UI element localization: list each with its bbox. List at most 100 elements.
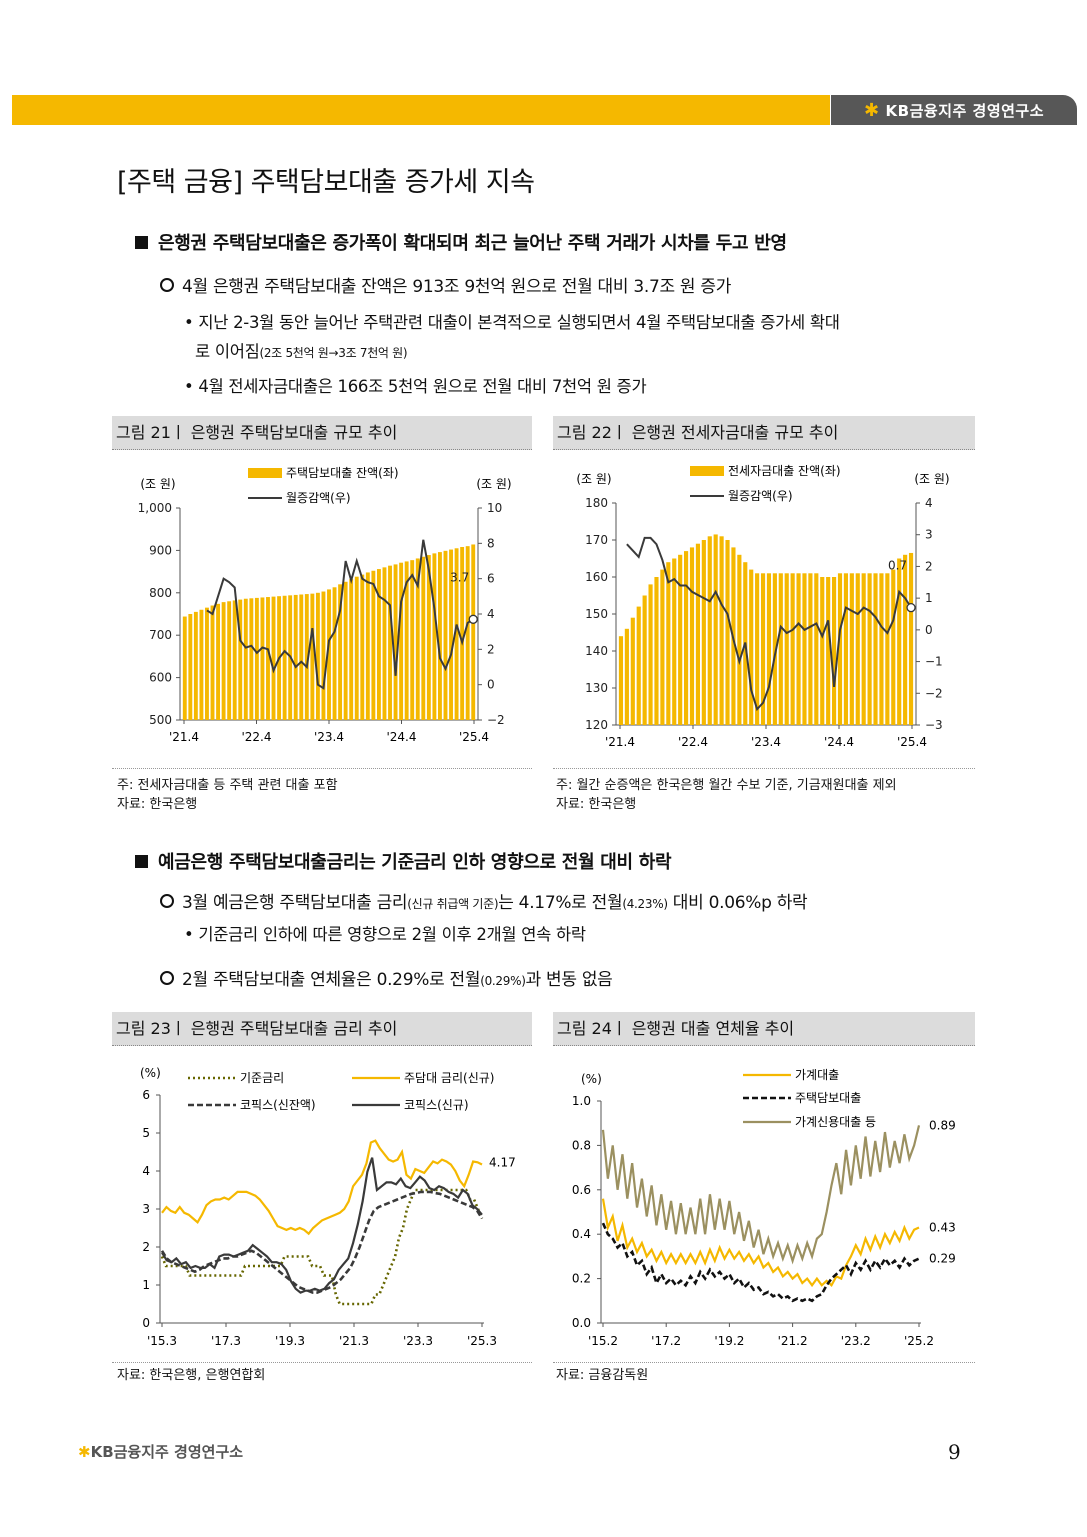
- left-tick-label: 600: [149, 671, 172, 685]
- fig21-source: 자료: 한국은행: [117, 797, 198, 812]
- bar: [660, 569, 665, 725]
- bar: [321, 591, 326, 720]
- section2-heading: 예금은행 주택담보대출금리는 기준금리 인하 영향으로 전월 대비 하락: [135, 848, 672, 874]
- legend-label: 주택담보대출: [795, 1091, 861, 1105]
- section1-sub1: 4월 은행권 주택담보대출 잔액은 913조 9천억 원으로 전월 대비 3.7…: [160, 272, 731, 297]
- bar: [404, 561, 409, 720]
- fig24-title: 그림 24ㅣ 은행권 대출 연체율 추이: [553, 1012, 975, 1046]
- bar: [867, 573, 872, 725]
- legend-label: 전세자금대출 잔액(좌): [728, 464, 841, 478]
- bar: [837, 573, 843, 725]
- bar: [642, 595, 647, 725]
- bar: [266, 597, 270, 720]
- legend-swatch-bar: [690, 466, 724, 476]
- annotation-label: 0.7: [888, 559, 907, 573]
- bar: [338, 584, 343, 720]
- fig21-divider: [112, 768, 532, 769]
- annotation-label: 3.7: [450, 570, 469, 584]
- right-tick-label: −1: [925, 655, 943, 669]
- fig23-divider: [112, 1362, 532, 1363]
- bar: [636, 606, 641, 725]
- y-tick-label: 5: [142, 1126, 150, 1140]
- right-tick-label: 6: [487, 572, 495, 586]
- x-tick-label: '25.4: [897, 735, 927, 749]
- line-series: [626, 536, 912, 712]
- line-series: [601, 1222, 920, 1303]
- x-tick-label: '17.3: [211, 1334, 241, 1348]
- bar: [796, 573, 801, 725]
- square-bullet-icon: [135, 236, 148, 249]
- left-tick-label: 800: [149, 586, 172, 600]
- left-tick-label: 130: [585, 681, 608, 695]
- bar: [315, 592, 320, 720]
- bar: [861, 573, 866, 725]
- bar: [873, 573, 878, 725]
- bar: [327, 589, 331, 720]
- bar: [879, 573, 884, 725]
- y-tick-label: 0.0: [572, 1316, 591, 1330]
- bar: [426, 555, 431, 720]
- y-tick-label: 4: [142, 1164, 150, 1178]
- fig24-divider: [553, 1362, 975, 1363]
- last-point-marker: [906, 603, 916, 613]
- section1-sub1-text: 4월 은행권 주택담보대출 잔액은 913조 9천억 원으로 전월 대비 3.7…: [182, 277, 732, 297]
- right-tick-label: 0: [925, 623, 933, 637]
- section2-bullet1-text: 기준금리 인하에 따른 영향으로 2월 이후 2개월 연속 하락: [198, 925, 586, 944]
- legend-label: 주담대 금리(신규): [404, 1071, 494, 1085]
- bar: [908, 552, 914, 725]
- right-tick-label: 3: [925, 528, 933, 542]
- bar: [843, 573, 848, 725]
- fig21-notes: 주: 전세자금대출 등 주택 관련 대출 포함 자료: 한국은행: [117, 776, 338, 814]
- section1-bullet1-line1: 지난 2-3월 동안 늘어난 주택관련 대출이 본격적으로 실행되면서 4월 주…: [198, 313, 840, 332]
- header-bar: [12, 95, 830, 125]
- section1-bullet2: • 4월 전세자금대출은 166조 5천억 원으로 전월 대비 7천억 원 증가: [184, 377, 647, 396]
- left-unit-label: (조 원): [576, 472, 611, 486]
- line-series: [601, 1198, 920, 1288]
- fig22-note: 주: 월간 순증액은 한국은행 월간 수보 기준, 기금재원대출 제외: [556, 778, 897, 793]
- left-tick-label: 180: [585, 496, 608, 510]
- fig21-note: 주: 전세자금대출 등 주택 관련 대출 포함: [117, 778, 338, 793]
- left-tick-label: 120: [585, 718, 608, 732]
- bar: [618, 636, 624, 725]
- legend-label: 월증감액(우): [728, 489, 793, 503]
- bar: [193, 611, 198, 720]
- legend-label: 월증감액(우): [286, 491, 351, 505]
- line-series: [161, 1157, 483, 1294]
- bar: [814, 573, 819, 725]
- header-logo-text: KB금융지주 경영연구소: [885, 101, 1045, 120]
- bar: [465, 546, 470, 720]
- x-tick-label: '21.2: [778, 1334, 808, 1348]
- left-tick-label: 140: [585, 644, 608, 658]
- bar: [260, 597, 265, 720]
- y-tick-label: 0.2: [572, 1272, 591, 1286]
- left-tick-label: 700: [149, 628, 172, 642]
- bar: [471, 544, 476, 720]
- right-tick-label: 10: [487, 501, 502, 515]
- circle-bullet-icon: [160, 278, 174, 292]
- x-tick-label: '23.3: [403, 1334, 433, 1348]
- bar: [648, 584, 653, 725]
- bar: [299, 594, 304, 720]
- bar: [849, 573, 854, 725]
- bar: [421, 556, 426, 720]
- right-tick-label: −2: [487, 713, 505, 727]
- bar: [205, 607, 209, 720]
- page-title: [주택 금융] 주택담보대출 증가세 지속: [117, 167, 535, 198]
- left-tick-label: 1,000: [138, 501, 172, 515]
- section1-bullet1-line2: 로 이어짐: [195, 342, 260, 361]
- right-tick-label: 4: [487, 607, 495, 621]
- bar: [624, 628, 629, 725]
- bar: [410, 560, 415, 720]
- bar: [243, 598, 248, 720]
- x-tick-label: '24.4: [824, 735, 854, 749]
- right-tick-label: 8: [487, 536, 495, 550]
- left-tick-label: 170: [585, 533, 608, 547]
- left-tick-label: 150: [585, 607, 608, 621]
- bar: [393, 564, 398, 720]
- section2-heading-text: 예금은행 주택담보대출금리는 기준금리 인하 영향으로 전월 대비 하락: [158, 852, 672, 873]
- bar: [238, 599, 243, 720]
- bar: [855, 573, 860, 725]
- bar: [678, 554, 683, 725]
- end-value-label: 0.89: [929, 1118, 956, 1132]
- bar: [360, 574, 365, 720]
